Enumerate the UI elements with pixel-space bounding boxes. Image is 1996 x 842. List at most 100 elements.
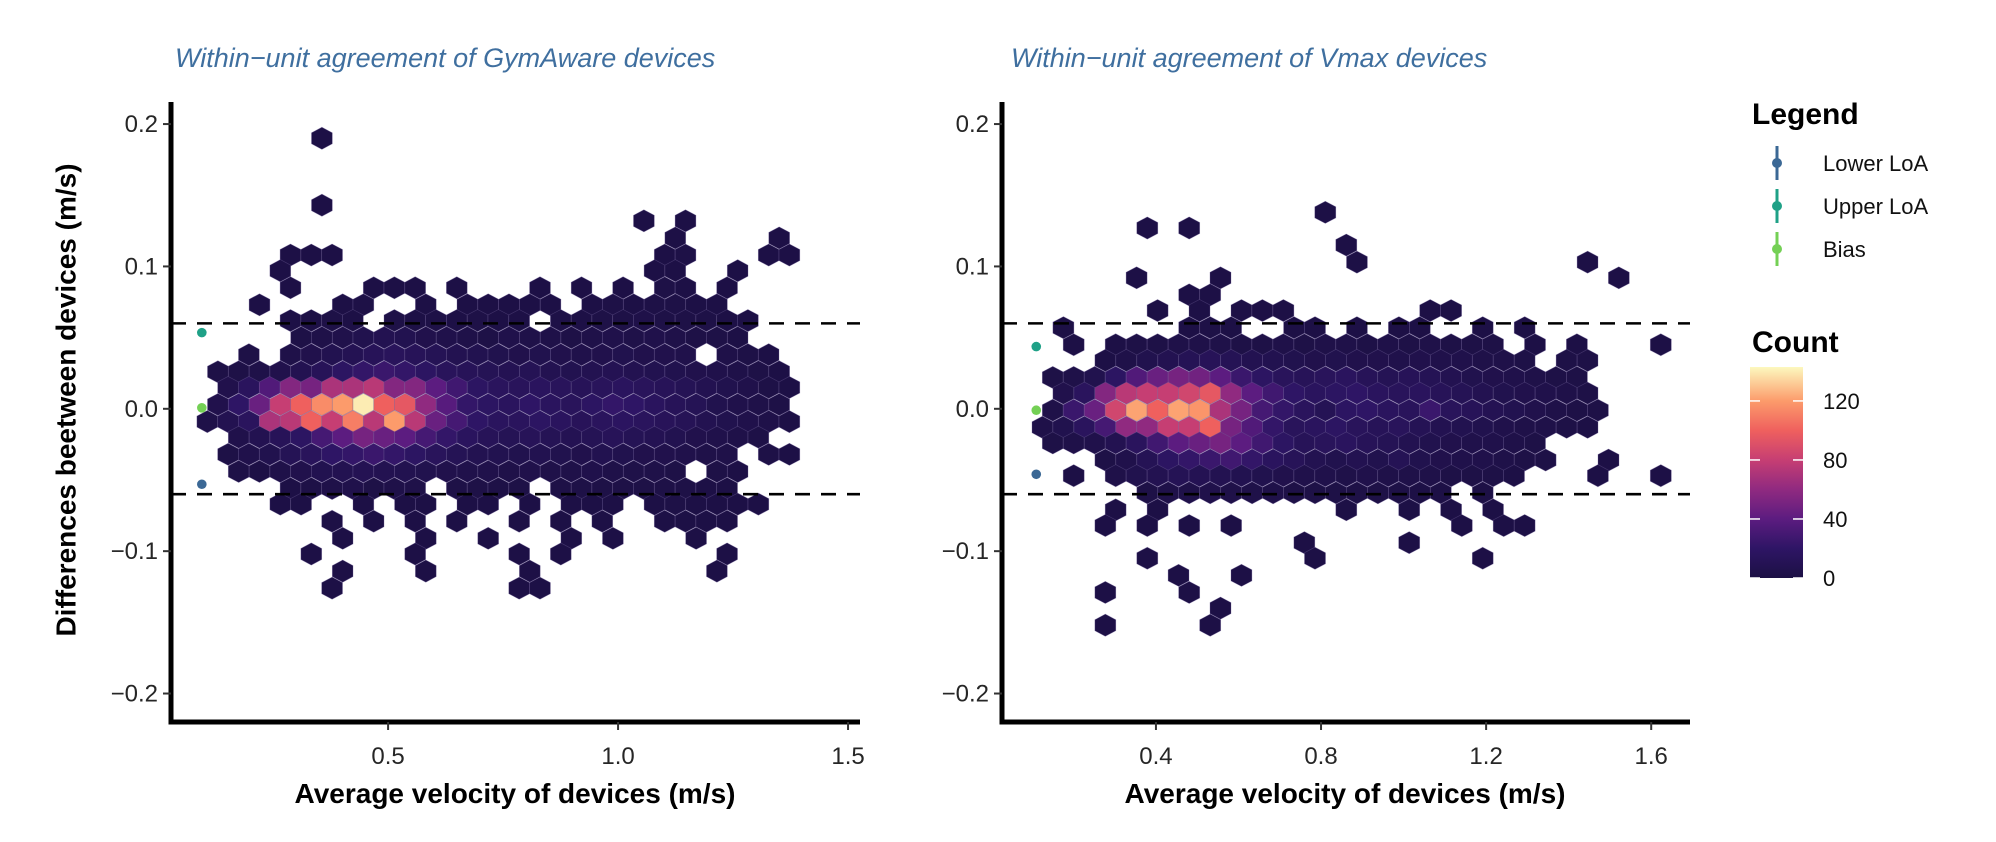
- hex-bin: [1398, 498, 1421, 522]
- x-tick-label: 1.5: [831, 743, 864, 770]
- hexbin-layer: [1031, 200, 1672, 637]
- y-axis-title: Differences beetween devices (m/s): [50, 163, 81, 636]
- hex-bin: [248, 293, 271, 317]
- legend: Legend Lower LoA Upper LoA Bias Count 0 40 8…: [1750, 98, 1929, 591]
- y-tick-label: 0.1: [125, 253, 158, 280]
- y-tick-label: 0.2: [956, 111, 989, 138]
- hex-bin: [446, 509, 468, 533]
- hex-bin: [602, 526, 624, 550]
- hex-bin: [508, 542, 530, 566]
- hex-bin: [612, 276, 634, 300]
- hex-bin: [757, 343, 780, 367]
- hex-bin: [1178, 514, 1201, 537]
- hex-bin: [1251, 299, 1274, 322]
- x-tick-label: 1.6: [1635, 743, 1668, 770]
- x-tick-label: 1.2: [1469, 743, 1502, 770]
- legend-label: Upper LoA: [1823, 194, 1929, 219]
- hex-bin: [1314, 200, 1337, 224]
- hex-bin: [1346, 250, 1368, 274]
- hex-bin: [1482, 498, 1504, 522]
- colorbar-tick-label: 120: [1823, 389, 1860, 414]
- bias-loa-point: [197, 403, 207, 413]
- hex-bin: [529, 576, 551, 600]
- hex-bin: [747, 492, 770, 516]
- hex-bin: [342, 309, 364, 332]
- upper-loa-point: [197, 327, 207, 338]
- hex-bin: [716, 276, 738, 300]
- hex-bin: [674, 276, 697, 300]
- y-tick-label: 0.0: [125, 396, 158, 423]
- hex-bin: [737, 309, 759, 332]
- hex-bin: [290, 492, 312, 516]
- hex-bin: [1534, 448, 1557, 472]
- hex-bin: [1178, 581, 1201, 604]
- hex-bin: [768, 393, 790, 416]
- reference-lines: [171, 322, 860, 496]
- hex-bin: [1094, 514, 1117, 537]
- hex-bin: [1209, 596, 1232, 620]
- hex-bin: [1304, 546, 1326, 570]
- hex-bin: [362, 509, 385, 533]
- x-tick-label: 0.8: [1304, 743, 1337, 770]
- hex-bin: [1649, 464, 1672, 488]
- hex-bin: [1136, 514, 1159, 537]
- hex-bin: [1335, 498, 1358, 522]
- hex-bin: [1136, 546, 1159, 570]
- x-axis-title: Average velocity of devices (m/s): [295, 778, 736, 809]
- hex-bin: [1398, 531, 1421, 555]
- hex-bin: [716, 509, 738, 533]
- panel-title: Within−unit agreement of Vmax devices: [1011, 43, 1487, 73]
- hex-bin: [550, 509, 572, 533]
- hex-bin: [778, 442, 801, 466]
- hex-bin: [404, 509, 426, 533]
- hex-bin: [331, 559, 354, 583]
- hex-bin: [1576, 415, 1599, 439]
- hex-bin: [321, 509, 343, 533]
- hex-bin: [570, 276, 593, 300]
- legend-label: Lower LoA: [1823, 151, 1929, 176]
- lower-loa-point: [1031, 469, 1042, 480]
- hex-bin: [1576, 348, 1599, 372]
- hex-bin: [550, 542, 572, 566]
- hex-bin: [685, 526, 707, 550]
- colorbar-title: Count: [1752, 326, 1839, 359]
- hex-bin: [1471, 481, 1494, 505]
- colorbar-tick-label: 40: [1823, 507, 1847, 532]
- reference-lines: [1002, 322, 1690, 496]
- hex-bin: [716, 542, 738, 566]
- panel-vmax: Within−unit agreement of Vmax devices −0…: [942, 43, 1690, 809]
- hex-bin: [404, 542, 426, 566]
- hex-bin: [1513, 348, 1536, 372]
- legend-key-dot: [1772, 201, 1782, 211]
- legend-key-dot: [1772, 244, 1782, 254]
- axes: −0.2 −0.1 0.0 0.1 0.2 0.4 0.8 1.2 1.6: [942, 102, 1690, 770]
- hex-bin: [1293, 531, 1316, 555]
- hex-bin: [602, 492, 624, 516]
- hex-bin: [1524, 431, 1546, 455]
- hex-bin: [321, 243, 343, 267]
- hex-bin: [664, 259, 687, 283]
- hex-bin: [519, 492, 541, 516]
- hex-bin: [269, 259, 292, 283]
- hex-bin: [1178, 216, 1201, 240]
- hexbin-layer: [196, 126, 801, 600]
- x-axis-title: Average velocity of devices (m/s): [1125, 778, 1566, 809]
- hex-bin: [726, 259, 749, 283]
- hex-bin: [508, 509, 530, 533]
- y-tick-label: −0.1: [111, 538, 158, 565]
- colorbar-tick-label: 0: [1823, 566, 1835, 591]
- hex-bin: [1429, 481, 1452, 505]
- hex-bin: [1136, 216, 1159, 240]
- hex-bin: [300, 542, 323, 566]
- legend-title: Legend: [1752, 98, 1859, 131]
- hex-bin: [560, 526, 583, 550]
- hex-bin: [674, 343, 697, 367]
- hex-bin: [633, 209, 655, 233]
- y-tick-label: 0.0: [956, 396, 989, 423]
- axes: −0.2 −0.1 0.0 0.1 0.2 0.5 1.0 1.5: [111, 102, 865, 770]
- hex-bin: [674, 209, 697, 233]
- hex-bin: [747, 425, 770, 449]
- hex-bin: [706, 559, 728, 583]
- hex-bin: [778, 376, 801, 399]
